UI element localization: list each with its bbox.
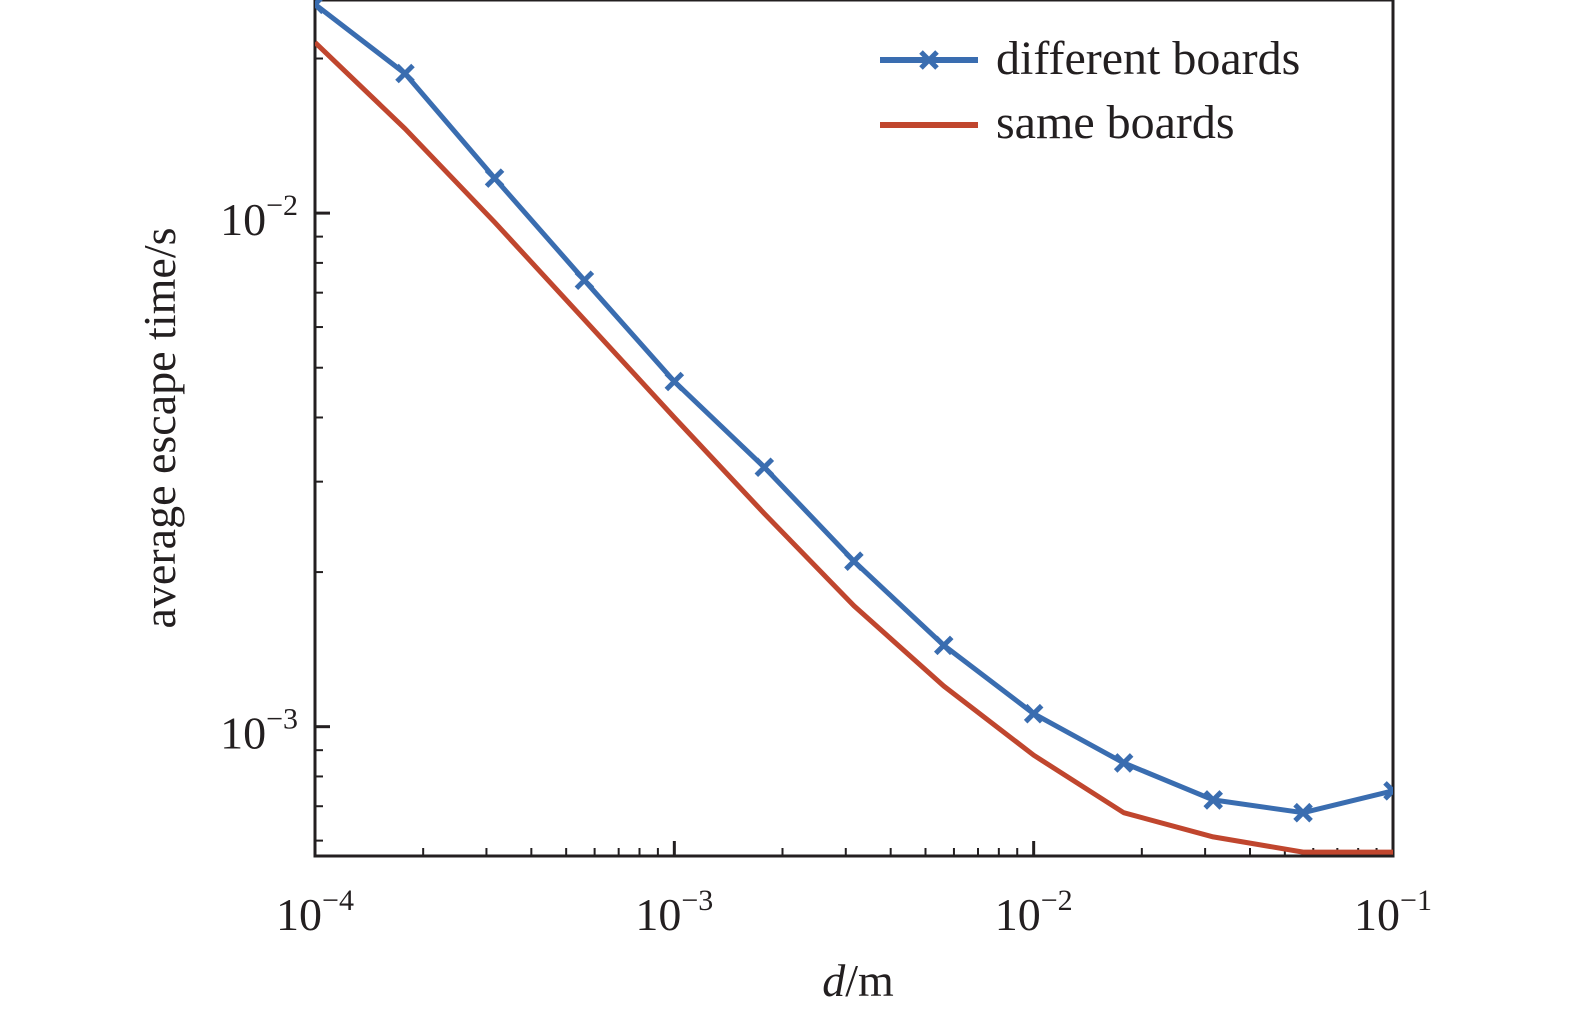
data-point-different-boards <box>933 635 954 656</box>
x-tick-label-base: 10 <box>1354 889 1400 940</box>
x-tick-label-exponent: −4 <box>322 884 354 917</box>
x-tick-label: 10−4 <box>276 884 354 940</box>
x-tick-label-base: 10 <box>276 889 322 940</box>
x-tick-label: 10−2 <box>995 884 1073 940</box>
x-tick-label-exponent: −2 <box>1041 884 1073 917</box>
series-line-same-boards <box>315 40 1393 855</box>
data-point-different-boards <box>754 457 775 478</box>
x-tick-label-base: 10 <box>995 889 1041 940</box>
y-tick-label-base: 10 <box>220 194 266 245</box>
data-point-different-boards <box>484 168 505 188</box>
y-tick-label-exponent: −2 <box>266 189 298 222</box>
data-point-different-boards <box>1383 781 1393 801</box>
data-point-different-boards <box>395 63 415 84</box>
x-axis-label-unit: /m <box>845 955 894 1006</box>
data-point-different-boards <box>1203 790 1223 810</box>
x-tick-label: 10−3 <box>635 884 713 940</box>
x-axis-label: d/m <box>822 955 894 1006</box>
data-point-different-boards <box>844 551 864 571</box>
data-point-different-boards <box>574 270 595 291</box>
minor-ticks <box>315 57 1378 856</box>
legend-marker-different-boards <box>919 50 939 70</box>
x-tick-label-exponent: −3 <box>681 884 713 917</box>
y-tick-label-base: 10 <box>220 708 266 759</box>
legend-label-different-boards: different boards <box>996 32 1300 85</box>
x-axis-label-symbol: d <box>822 955 846 1006</box>
x-tick-label-exponent: −1 <box>1400 884 1432 917</box>
data-point-different-boards <box>1113 753 1134 773</box>
x-tick-label-base: 10 <box>635 889 681 940</box>
data-point-different-boards <box>1293 802 1313 823</box>
legend: different boards same boards <box>880 32 1300 149</box>
data-point-different-boards <box>1023 703 1044 724</box>
data-point-different-boards <box>664 371 685 392</box>
y-axis-label: average escape time/s <box>134 228 185 629</box>
major-ticks <box>313 211 1395 856</box>
x-tick-label: 10−1 <box>1354 884 1432 940</box>
y-tick-label: 10−3 <box>220 703 298 759</box>
legend-label-same-boards: same boards <box>996 96 1235 149</box>
y-tick-label-exponent: −3 <box>266 703 298 736</box>
y-tick-label: 10−2 <box>220 189 298 245</box>
plot-frame <box>313 0 1395 858</box>
tick-labels: 10−4 10−3 10−2 10−110−310−2 <box>220 189 1432 940</box>
series-layer <box>315 0 1393 855</box>
data-point-different-boards <box>315 0 325 15</box>
